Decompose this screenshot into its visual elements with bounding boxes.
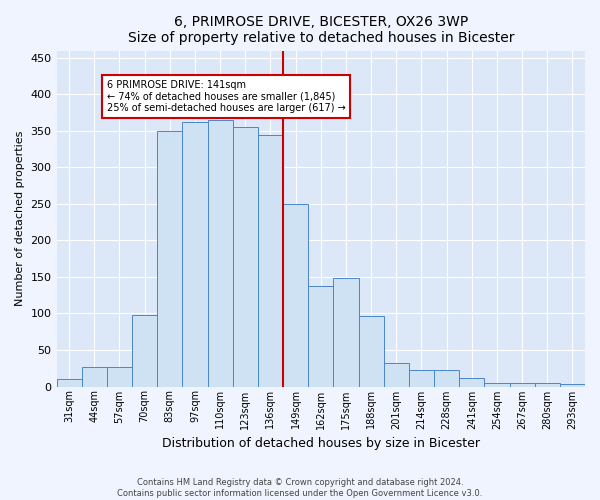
- Bar: [308, 286, 334, 386]
- Bar: [233, 127, 258, 386]
- X-axis label: Distribution of detached houses by size in Bicester: Distribution of detached houses by size …: [162, 437, 480, 450]
- Bar: [157, 131, 182, 386]
- Bar: [383, 363, 409, 386]
- Bar: [334, 278, 359, 386]
- Bar: [107, 367, 132, 386]
- Y-axis label: Number of detached properties: Number of detached properties: [15, 131, 25, 306]
- Bar: [459, 378, 484, 386]
- Bar: [409, 370, 434, 386]
- Bar: [434, 370, 459, 386]
- Bar: [359, 316, 383, 386]
- Bar: [56, 379, 82, 386]
- Bar: [484, 383, 509, 386]
- Text: Contains HM Land Registry data © Crown copyright and database right 2024.
Contai: Contains HM Land Registry data © Crown c…: [118, 478, 482, 498]
- Bar: [560, 384, 585, 386]
- Title: 6, PRIMROSE DRIVE, BICESTER, OX26 3WP
Size of property relative to detached hous: 6, PRIMROSE DRIVE, BICESTER, OX26 3WP Si…: [128, 15, 514, 45]
- Bar: [182, 122, 208, 386]
- Bar: [82, 367, 107, 386]
- Text: 6 PRIMROSE DRIVE: 141sqm
← 74% of detached houses are smaller (1,845)
25% of sem: 6 PRIMROSE DRIVE: 141sqm ← 74% of detach…: [107, 80, 346, 113]
- Bar: [208, 120, 233, 386]
- Bar: [535, 383, 560, 386]
- Bar: [509, 383, 535, 386]
- Bar: [283, 204, 308, 386]
- Bar: [132, 315, 157, 386]
- Bar: [258, 134, 283, 386]
